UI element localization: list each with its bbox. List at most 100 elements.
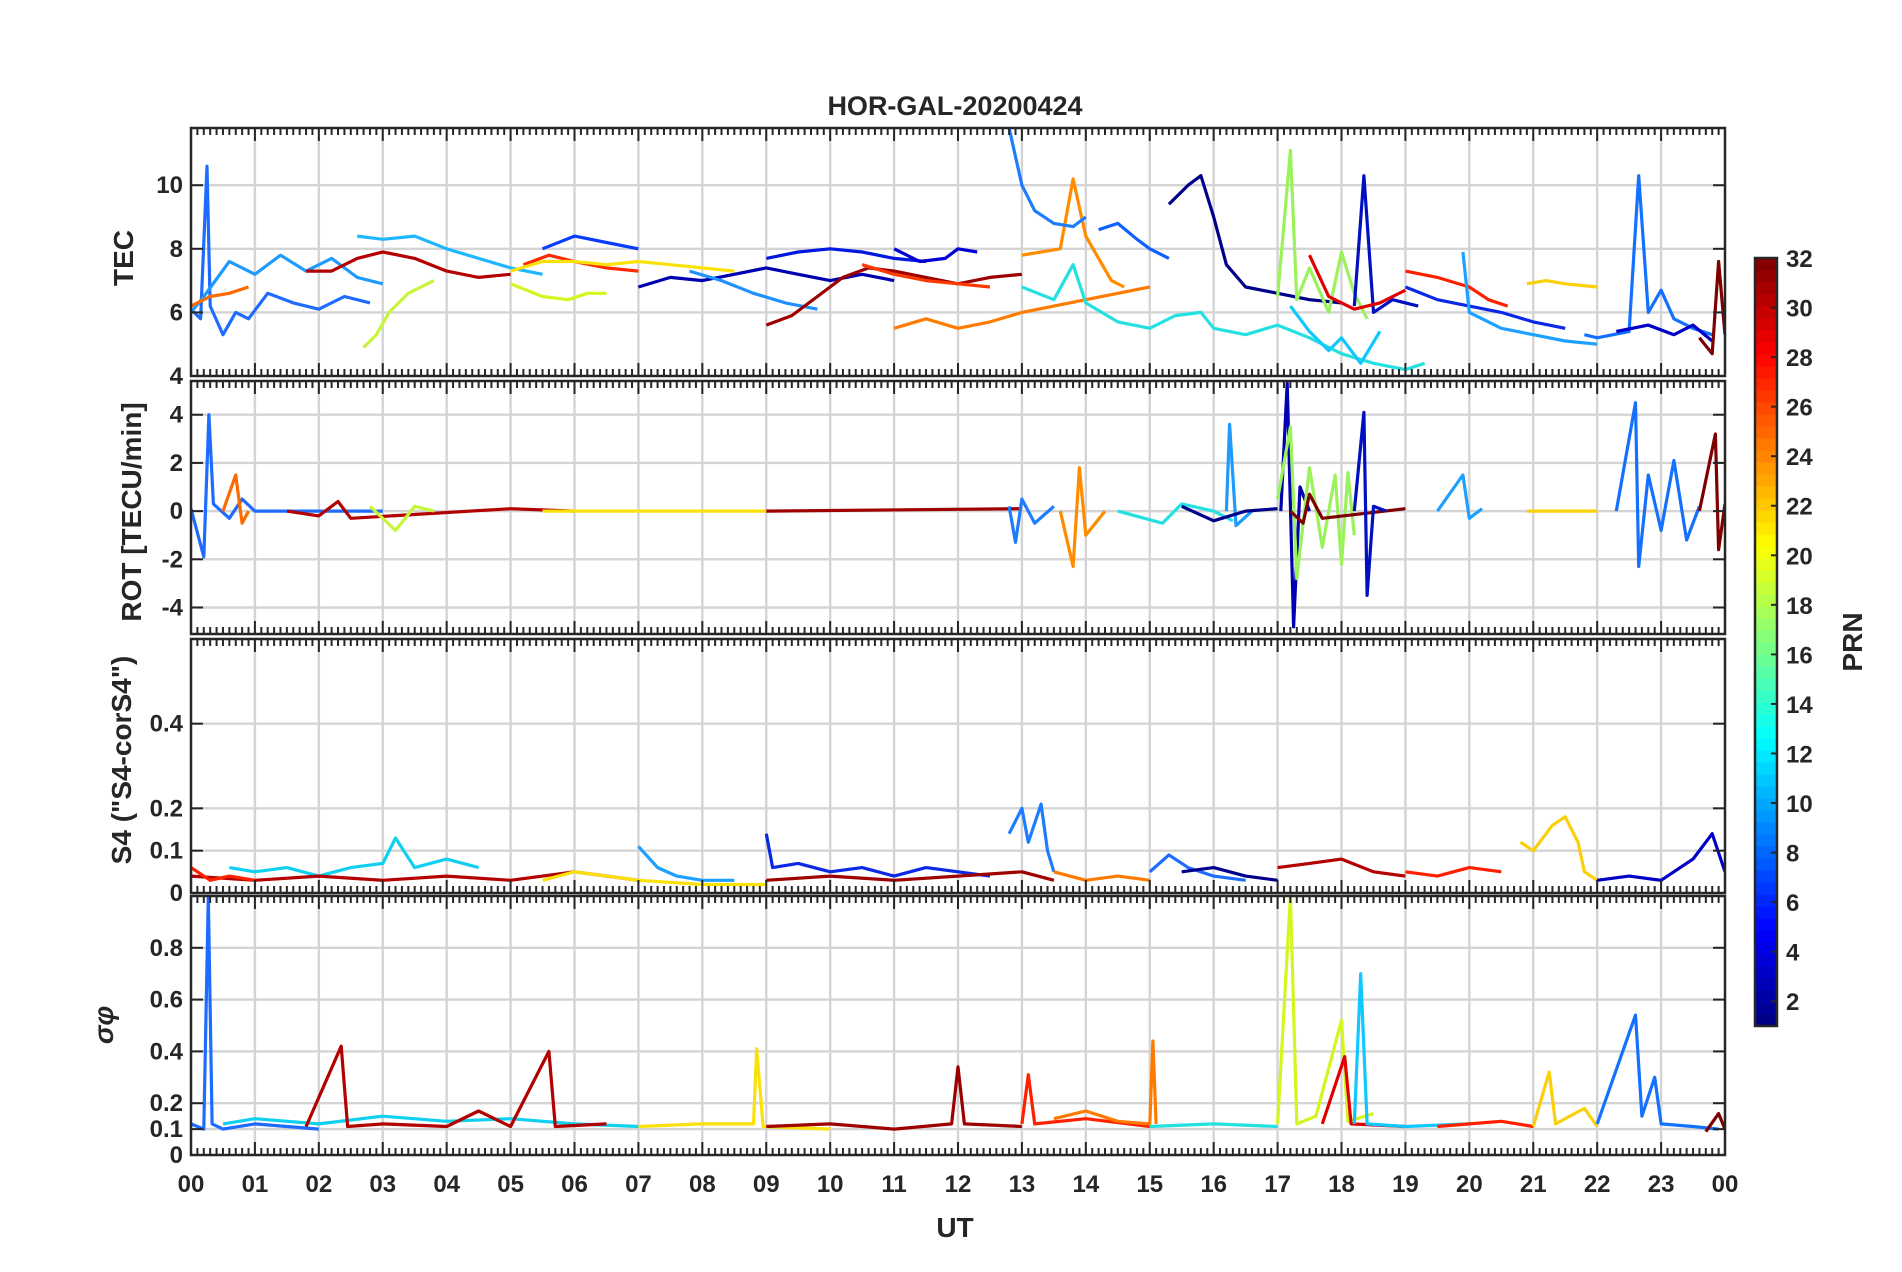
colorbar-segment <box>1755 846 1777 859</box>
colorbar-segment <box>1755 858 1777 871</box>
panel-sigma-lines <box>191 896 1725 1133</box>
colorbar-segment <box>1755 330 1777 343</box>
colorbar-segment <box>1755 582 1777 595</box>
y-tick-label: -2 <box>162 546 183 573</box>
series-line-prn-14 <box>1149 1122 1278 1129</box>
colorbar-segment <box>1755 738 1777 751</box>
series-line-prn-10 <box>1461 251 1598 346</box>
colorbar-segment <box>1755 270 1777 283</box>
colorbar-tick-label: 14 <box>1786 692 1813 719</box>
series-line-prn-19 <box>510 282 607 302</box>
colorbar-segment <box>1755 630 1777 643</box>
y-tick-label: 0.6 <box>150 987 183 1014</box>
series-line-prn-30 <box>304 1044 607 1129</box>
colorbar-segment <box>1755 618 1777 631</box>
colorbar-tick-label: 6 <box>1786 890 1799 917</box>
x-tick-label: 22 <box>1584 1171 1611 1198</box>
series-line-prn-19 <box>1276 896 1374 1126</box>
series-line-prn-8 <box>1007 802 1056 873</box>
series-line-prn-30 <box>1277 857 1406 878</box>
series-line-prn-32 <box>1289 492 1406 525</box>
colorbar-segment <box>1755 462 1777 475</box>
series-line-prn-17 <box>1276 148 1369 320</box>
series-line-prn-30 <box>286 499 575 520</box>
series-line-prn-9 <box>191 253 384 314</box>
panel-s4-ticks <box>189 637 1727 895</box>
colorbar-segment <box>1755 318 1777 331</box>
colorbar-segment <box>1755 786 1777 799</box>
series-line-prn-12 <box>1289 305 1382 365</box>
colorbar-segment <box>1755 642 1777 655</box>
series-line-prn-4 <box>765 247 927 264</box>
colorbar-segment <box>1755 282 1777 295</box>
series-line-prn-3 <box>893 247 978 264</box>
series-line-prn-1 <box>1181 504 1278 523</box>
series-line-prn-24 <box>191 285 249 308</box>
panel-tec-grid <box>191 128 1725 376</box>
series-line-prn-6 <box>191 164 371 337</box>
series-line-prn-7 <box>1584 174 1713 340</box>
colorbar-segment <box>1755 678 1777 691</box>
colorbar-label: PRN <box>1837 612 1868 671</box>
x-tick-label: 16 <box>1200 1171 1227 1198</box>
series-line-prn-3 <box>1352 174 1419 314</box>
panel-sigma-ylabels: 00.10.2 0.4 0.6 0.8 <box>150 935 184 1169</box>
series-line-prn-7 <box>1614 401 1701 569</box>
x-tick-label: 04 <box>433 1171 460 1198</box>
series-line-prn-2 <box>1596 832 1725 882</box>
colorbar-segment <box>1755 726 1777 739</box>
y-tick-label: 4 <box>170 402 184 429</box>
x-tick-label: 19 <box>1392 1171 1419 1198</box>
colorbar-segment <box>1755 762 1777 775</box>
colorbar-tick-label: 22 <box>1786 494 1813 521</box>
colorbar-segment <box>1755 498 1777 511</box>
series-line-prn-1 <box>1181 866 1278 882</box>
series-line-prn-9 <box>1224 422 1254 528</box>
colorbar-segment <box>1755 570 1777 583</box>
colorbar-segment <box>1755 918 1777 931</box>
colorbar-segment <box>1755 990 1777 1003</box>
series-line-prn-10 <box>637 845 735 882</box>
x-tick-label: 17 <box>1264 1171 1291 1198</box>
x-axis: 00 01 02 03 04 05 06 07 08 09 10 11 12 13 14 15 16 17 18 19… <box>178 1171 1739 1243</box>
x-tick-label: 05 <box>497 1171 524 1198</box>
colorbar-segment <box>1755 882 1777 895</box>
colorbar-segment <box>1755 906 1777 919</box>
x-tick-label: 13 <box>1009 1171 1036 1198</box>
y-tick-label: 0 <box>170 498 183 525</box>
panel-tec-ticks <box>189 126 1727 378</box>
panel-s4-ylabels: 0 0.1 0.2 0.4 <box>150 711 184 907</box>
panel-rot-ticks <box>189 379 1727 636</box>
colorbar-tick-label: 26 <box>1786 395 1813 422</box>
panel-s4-grid <box>191 639 1725 893</box>
colorbar-segment <box>1755 954 1777 967</box>
colorbar-segment <box>1755 666 1777 679</box>
colorbar-segment <box>1755 870 1777 883</box>
colorbar-segment <box>1755 546 1777 559</box>
series-line-prn-30 <box>306 250 511 279</box>
colorbar-segment <box>1755 342 1777 355</box>
x-tick-label: 08 <box>689 1171 716 1198</box>
y-tick-label: 0.8 <box>150 935 183 962</box>
colorbar-segment <box>1755 450 1777 463</box>
series-line-prn-26 <box>1020 1073 1150 1129</box>
series-line-prn-29 <box>1308 254 1407 311</box>
series-line-prn-14 <box>1117 502 1234 525</box>
colorbar-tick-label: 24 <box>1786 444 1813 471</box>
series-line-prn-23 <box>1053 1039 1158 1126</box>
series-line-prn-18 <box>368 504 435 532</box>
panel-rot: -4 -2 0 2 4 ROT [TECU/min] <box>116 379 1727 636</box>
series-line-prn-17 <box>1276 425 1356 581</box>
panel-sigma-ticks <box>189 894 1727 1157</box>
series-group <box>191 802 1725 887</box>
panel-tec-ylabels: 4 6 8 10 <box>156 172 183 390</box>
colorbar-segment <box>1755 1014 1777 1027</box>
colorbar-segment <box>1755 414 1777 427</box>
series-line-prn-31 <box>766 1065 1022 1131</box>
series-line-prn-4 <box>764 833 991 878</box>
series-line-prn-24 <box>221 473 250 525</box>
series-group <box>191 381 1725 629</box>
colorbar-tick-label: 10 <box>1786 791 1813 818</box>
y-tick-label: 8 <box>170 236 183 263</box>
x-tick-label: 06 <box>561 1171 588 1198</box>
